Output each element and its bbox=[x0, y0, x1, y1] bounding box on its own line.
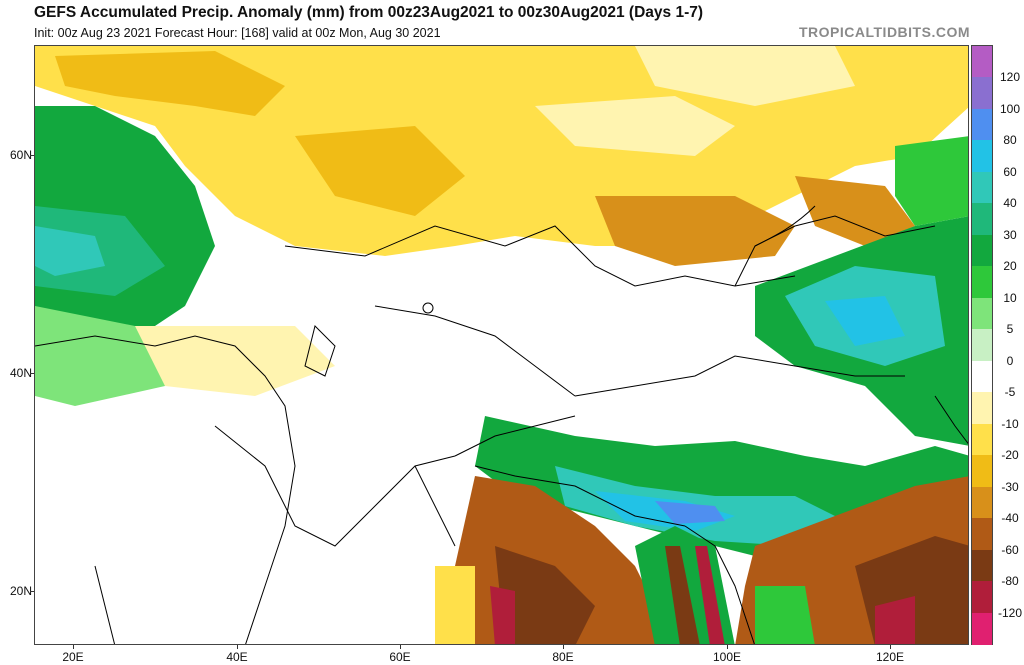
lat-tick bbox=[30, 155, 34, 156]
colorbar-swatch bbox=[972, 581, 992, 614]
colorbar-label: -40 bbox=[1001, 511, 1019, 526]
colorbar-label: 20 bbox=[1003, 259, 1017, 274]
brand-watermark: TROPICALTIDBITS.COM bbox=[798, 24, 970, 40]
lon-tick bbox=[237, 645, 238, 649]
colorbar-swatch bbox=[972, 486, 992, 519]
colorbar-label: 100 bbox=[999, 101, 1021, 116]
colorbar-label: -30 bbox=[1001, 479, 1019, 494]
colorbar-swatch bbox=[972, 171, 992, 204]
lon-label-100e: 100E bbox=[712, 650, 742, 664]
lat-tick bbox=[30, 591, 34, 592]
lon-label-80e: 80E bbox=[552, 650, 574, 664]
lon-label-120e: 120E bbox=[875, 650, 905, 664]
colorbar-swatch bbox=[972, 329, 992, 362]
colorbar-swatch bbox=[972, 518, 992, 551]
colorbar-label: 30 bbox=[1003, 227, 1017, 242]
colorbar-swatch bbox=[972, 234, 992, 267]
colorbar-label: 5 bbox=[1006, 322, 1014, 337]
colorbar-swatch bbox=[972, 266, 992, 299]
colorbar-swatch bbox=[972, 360, 992, 393]
lat-label-40n: 40N bbox=[9, 366, 32, 380]
colorbar-swatch bbox=[972, 46, 992, 78]
colorbar-label: 120 bbox=[999, 70, 1021, 85]
map-subtitle: Init: 00z Aug 23 2021 Forecast Hour: [16… bbox=[34, 26, 441, 40]
colorbar-label: -5 bbox=[1004, 385, 1016, 400]
lon-label-60e: 60E bbox=[389, 650, 411, 664]
colorbar-label: 40 bbox=[1003, 196, 1017, 211]
colorbar-label: -20 bbox=[1001, 448, 1019, 463]
colorbar-label: 60 bbox=[1003, 164, 1017, 179]
lon-tick bbox=[727, 645, 728, 649]
lon-label-20e: 20E bbox=[62, 650, 84, 664]
colorbar-swatch bbox=[972, 423, 992, 456]
colorbar-swatch bbox=[972, 549, 992, 582]
colorbar-label: -120 bbox=[997, 605, 1023, 620]
colorbar-swatch bbox=[972, 297, 992, 330]
lat-label-20n: 20N bbox=[9, 584, 32, 598]
colorbar bbox=[971, 45, 993, 645]
colorbar-swatch bbox=[972, 77, 992, 110]
lat-label-60n: 60N bbox=[9, 148, 32, 162]
colorbar-label: -10 bbox=[1001, 416, 1019, 431]
lon-label-40e: 40E bbox=[226, 650, 248, 664]
precip-anomaly-map bbox=[34, 45, 969, 645]
lon-tick bbox=[563, 645, 564, 649]
map-title: GEFS Accumulated Precip. Anomaly (mm) fr… bbox=[34, 4, 704, 21]
colorbar-swatch bbox=[972, 455, 992, 488]
lon-tick bbox=[400, 645, 401, 649]
colorbar-label: -60 bbox=[1001, 542, 1019, 557]
colorbar-swatch bbox=[972, 392, 992, 425]
lon-tick bbox=[890, 645, 891, 649]
lat-tick bbox=[30, 373, 34, 374]
colorbar-swatch bbox=[972, 203, 992, 236]
lon-tick bbox=[73, 645, 74, 649]
colorbar-label: 10 bbox=[1003, 290, 1017, 305]
colorbar-label: 80 bbox=[1003, 133, 1017, 148]
colorbar-swatch bbox=[972, 140, 992, 173]
colorbar-swatch bbox=[972, 612, 992, 645]
colorbar-label: 0 bbox=[1006, 353, 1014, 368]
colorbar-label: -80 bbox=[1001, 574, 1019, 589]
colorbar-swatch bbox=[972, 108, 992, 141]
